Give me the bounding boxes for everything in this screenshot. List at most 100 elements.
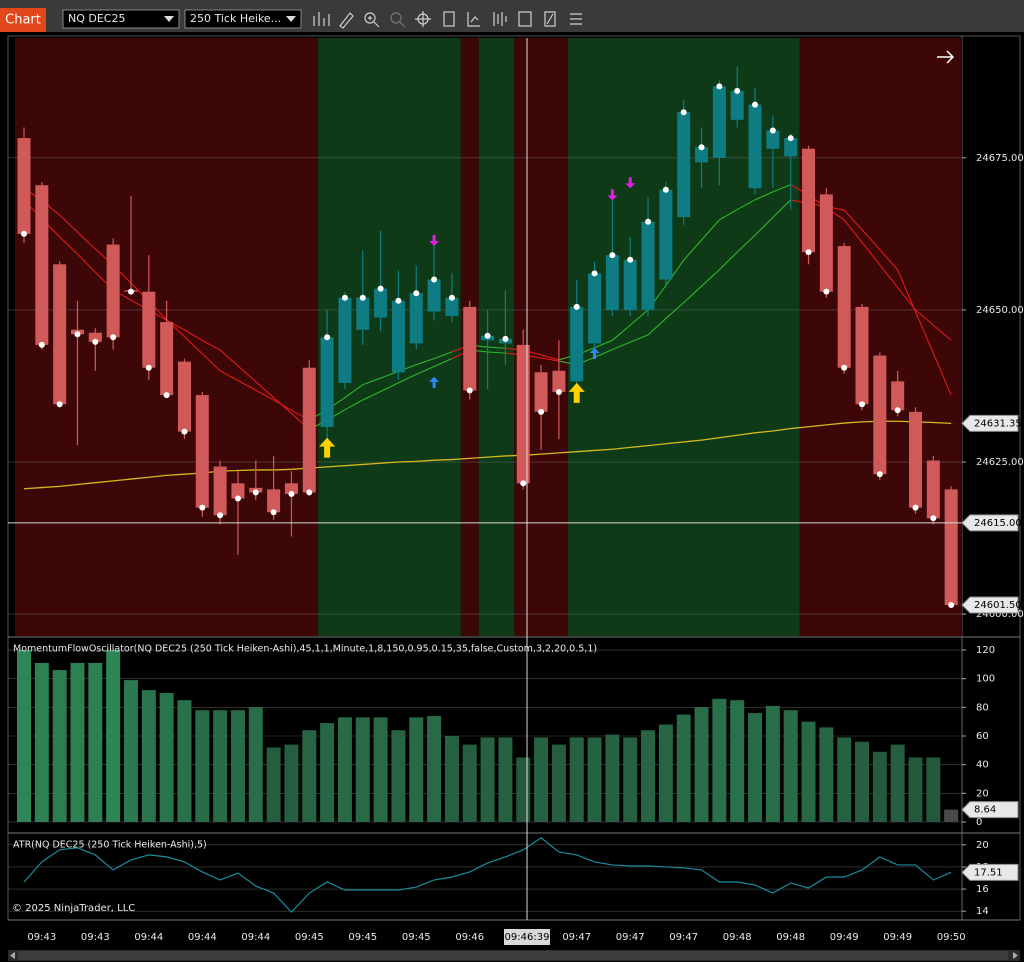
candle-body [160, 322, 174, 396]
crosshair-price-flag [961, 514, 1019, 532]
oscillator-bar [944, 809, 959, 822]
bar-type-dropdown[interactable] [184, 9, 302, 29]
close-dot [199, 504, 206, 511]
oscillator-bar [926, 757, 941, 822]
draw-icon[interactable] [339, 12, 354, 29]
atr-line [23, 837, 952, 914]
scroll-right[interactable] [1013, 952, 1018, 959]
indicators-icon[interactable] [467, 12, 480, 27]
oscillator-bar [872, 751, 887, 822]
signal-arrow [429, 235, 440, 247]
bar-type-label[interactable]: 250 Tick Heike... [190, 12, 281, 25]
moving-average [23, 420, 952, 490]
oscillator-bar [801, 721, 816, 822]
candle-body [409, 293, 423, 344]
x-tick-label: 09:43 [27, 932, 56, 943]
dropdown-arrow[interactable] [286, 16, 296, 22]
oscillator-bar [605, 734, 620, 822]
close-dot [448, 294, 455, 301]
candle-body [677, 112, 691, 218]
oscillator-bar [730, 700, 745, 822]
candle-body [267, 489, 281, 513]
x-tick-label: 09:44 [241, 932, 270, 943]
close-dot [270, 509, 277, 516]
oscillator-bar [248, 707, 263, 822]
chart-tab[interactable] [0, 8, 46, 32]
candle-body [837, 246, 851, 368]
oscillator-bar [213, 710, 228, 822]
bars-icon[interactable] [313, 12, 330, 26]
oscillator-bar [712, 698, 727, 822]
close-dot [306, 489, 313, 496]
dropdown-arrow[interactable] [164, 16, 174, 22]
close-dot [841, 364, 848, 371]
y-tick-label: 24625.00 [976, 457, 1024, 468]
scroll-thumb[interactable] [18, 951, 1008, 960]
close-dot [662, 186, 669, 193]
close-dot [359, 294, 366, 301]
scroll-left[interactable] [10, 952, 15, 959]
signal-arrow [568, 382, 585, 403]
candle-body [534, 372, 548, 412]
x-tick-label: 09:47 [616, 932, 645, 943]
close-dot [948, 601, 955, 608]
y-tick-label: 20 [976, 840, 989, 851]
oscillator-bar [676, 714, 691, 822]
templates-icon[interactable] [544, 11, 556, 27]
close-dot [769, 127, 776, 134]
ribbon-line [505, 347, 560, 361]
properties-icon[interactable] [443, 11, 455, 27]
copyright: © 2025 NinjaTrader, LLC [12, 903, 135, 914]
candle-body [944, 489, 958, 605]
close-dot [787, 135, 794, 142]
signal-arrow [589, 347, 600, 359]
candle-body [909, 411, 922, 508]
drawing-objects-icon[interactable] [518, 11, 532, 27]
scroll-to-end-arrow[interactable] [937, 50, 955, 64]
oscillator-bar [516, 757, 531, 822]
y-tick-label: 0 [976, 817, 982, 828]
x-tick-label: 09:45 [402, 932, 431, 943]
candle-body [463, 306, 477, 391]
x-tick-label: 09:49 [830, 932, 859, 943]
oscillator-bar [355, 717, 370, 822]
crosshair-price-flag-label: 24615.00 [974, 518, 1022, 529]
candle-body [231, 483, 245, 499]
candle-body [605, 255, 619, 310]
panel-title: MomentumFlowOscillator(NQ DEC25 (250 Tic… [13, 644, 597, 655]
oscillator-bar [765, 705, 780, 822]
oscillator-bar [837, 737, 852, 822]
oscillator-bar [534, 737, 549, 822]
instrument-dropdown[interactable] [62, 9, 180, 29]
candle-body [712, 86, 726, 158]
candle-body [695, 147, 709, 163]
menu-icon[interactable] [570, 13, 582, 25]
x-tick-label: 09:48 [723, 932, 752, 943]
signal-arrow [625, 177, 636, 189]
candle-body [552, 370, 566, 393]
oscillator-bar [230, 710, 245, 822]
close-dot [591, 270, 598, 277]
zoom-out-icon[interactable] [390, 12, 406, 28]
value-flag-label: 17.51 [974, 867, 1003, 878]
oscillator-bar [17, 650, 31, 822]
close-dot [930, 515, 937, 522]
candle-body [926, 460, 940, 519]
candle-body [177, 361, 191, 432]
candle-body [53, 264, 67, 405]
close-dot [56, 401, 63, 408]
candle-body [730, 90, 744, 120]
candle-body [891, 381, 905, 411]
candle-body [659, 189, 673, 280]
crosshair-icon[interactable] [415, 11, 431, 27]
y-tick-label: 60 [976, 731, 989, 742]
oscillator-bar [52, 670, 67, 822]
ribbon-line [558, 199, 792, 366]
strategies-icon[interactable] [493, 12, 507, 26]
instrument-label[interactable]: NQ DEC25 [68, 12, 125, 25]
close-dot [145, 364, 152, 371]
oscillator-bar [587, 737, 602, 822]
close-dot [823, 288, 830, 295]
zoom-in-icon[interactable] [364, 12, 380, 28]
chart-tab-label[interactable]: Chart [5, 13, 41, 28]
